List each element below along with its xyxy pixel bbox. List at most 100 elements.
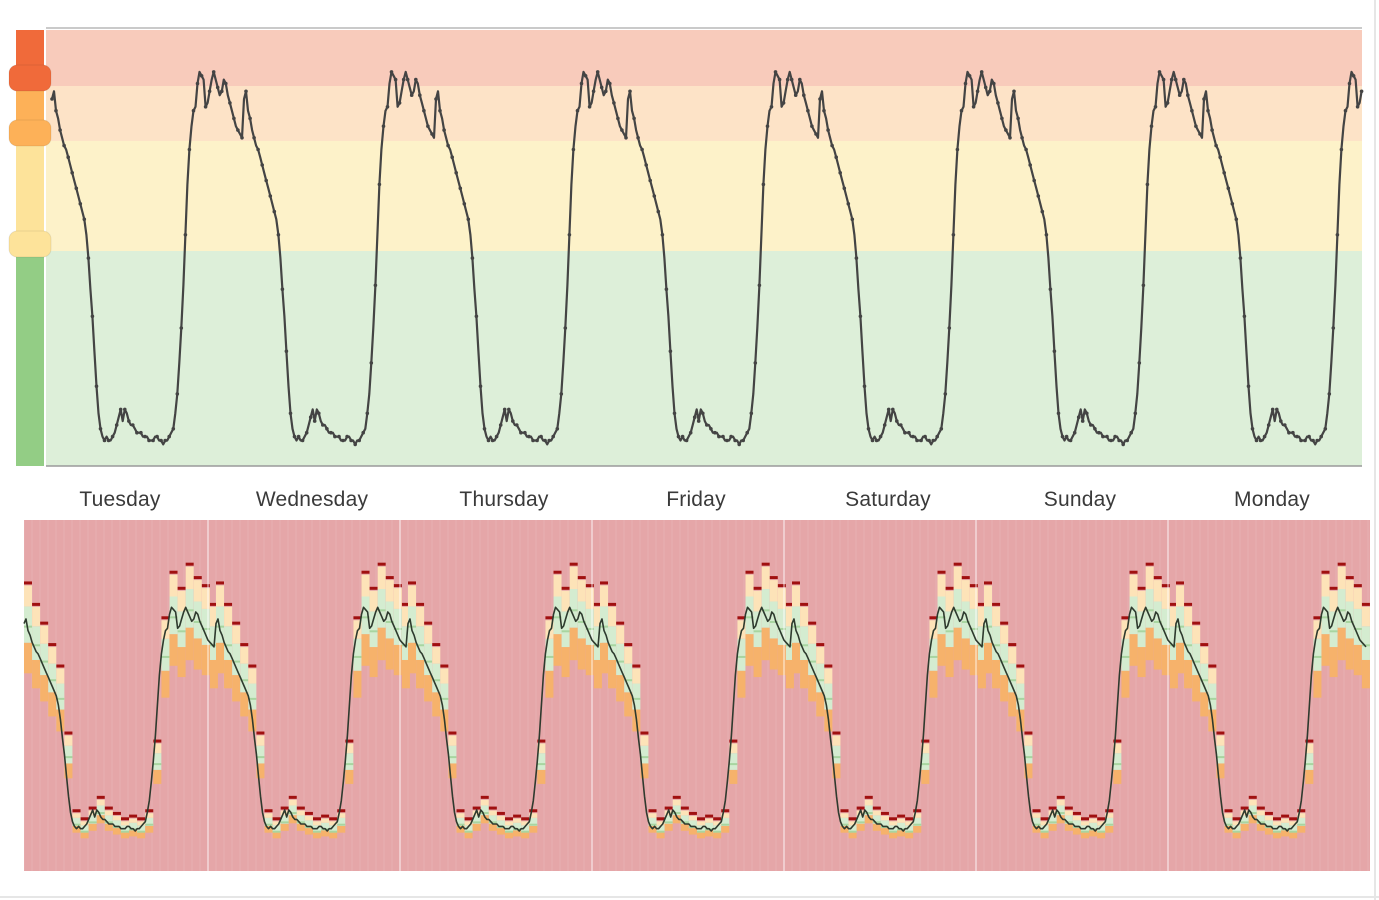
- band-high: [537, 743, 546, 754]
- load-point: [1198, 132, 1202, 136]
- band-max-marker: [1305, 739, 1314, 743]
- band-median: [761, 609, 770, 612]
- load-point: [308, 415, 313, 420]
- band-low: [137, 832, 146, 839]
- band-low: [24, 642, 32, 674]
- band-max-marker: [929, 616, 938, 620]
- band-max-marker: [353, 616, 362, 620]
- band-max-marker: [777, 584, 786, 588]
- band-median: [648, 823, 657, 826]
- band-median: [1121, 655, 1130, 658]
- band-median: [145, 823, 154, 826]
- band-mid: [777, 608, 786, 645]
- band-high: [264, 813, 273, 818]
- band-max-marker: [137, 817, 146, 821]
- band-high: [761, 566, 770, 590]
- band-low: [369, 647, 378, 678]
- load-point: [519, 430, 523, 435]
- load-point: [688, 430, 693, 435]
- band-max-marker: [616, 621, 625, 625]
- band-median: [1040, 830, 1049, 833]
- load-point: [814, 132, 818, 136]
- band-mid: [656, 825, 665, 833]
- band-high: [1216, 735, 1225, 746]
- band-median: [664, 821, 673, 824]
- load-point: [587, 105, 592, 109]
- load-point: [268, 194, 273, 198]
- band-low: [1056, 815, 1065, 824]
- band-median: [945, 630, 954, 633]
- band-low: [921, 769, 930, 784]
- threshold-band-high: [46, 86, 1362, 141]
- band-mid: [96, 805, 105, 816]
- load-point: [462, 202, 467, 206]
- band-max-marker: [496, 811, 505, 815]
- load-point: [312, 419, 317, 423]
- band-median: [480, 812, 489, 815]
- load-point: [866, 427, 871, 431]
- load-point: [1117, 438, 1121, 443]
- load-point: [361, 430, 366, 435]
- load-point: [713, 430, 717, 435]
- band-median: [721, 823, 730, 826]
- band-high: [40, 625, 49, 644]
- band-max-marker: [385, 576, 394, 580]
- band-low: [153, 769, 162, 784]
- band-median: [264, 823, 273, 826]
- band-max-marker: [577, 576, 586, 580]
- band-high: [1145, 566, 1154, 590]
- band-high: [1097, 821, 1106, 826]
- band-high: [153, 743, 162, 754]
- slider-handle-elevated[interactable]: [8, 230, 52, 258]
- band-mid: [664, 815, 673, 824]
- band-mid: [1000, 643, 1009, 676]
- load-point: [781, 101, 786, 105]
- load-point: [78, 202, 83, 206]
- band-mid: [1200, 663, 1209, 693]
- band-low: [121, 832, 130, 839]
- band-max-marker: [1184, 602, 1193, 606]
- band-median: [1208, 697, 1217, 700]
- threshold-slider[interactable]: [8, 30, 52, 466]
- load-point: [1076, 415, 1081, 420]
- band-low: [1008, 692, 1017, 717]
- band-high: [824, 668, 833, 684]
- load-point: [248, 116, 252, 121]
- band-median: [448, 756, 457, 759]
- load-point: [616, 116, 620, 121]
- load-point: [300, 438, 305, 443]
- band-mid: [1289, 825, 1298, 833]
- band-max-marker: [1176, 581, 1184, 585]
- band-mid: [137, 825, 146, 833]
- band-median: [488, 821, 497, 824]
- load-point: [1068, 438, 1073, 443]
- band-high: [672, 799, 681, 806]
- band-high: [1064, 810, 1073, 816]
- band-median: [1224, 823, 1233, 826]
- load-point: [826, 128, 830, 132]
- band-low: [929, 670, 938, 698]
- band-max-marker: [1161, 584, 1170, 588]
- slider-handle-critical[interactable]: [8, 64, 52, 92]
- band-mid: [1353, 608, 1362, 645]
- band-mid: [872, 815, 881, 824]
- slider-handle-high[interactable]: [8, 119, 52, 147]
- band-median: [440, 697, 449, 700]
- band-median: [361, 616, 370, 619]
- band-median: [88, 821, 97, 824]
- band-high: [1353, 588, 1362, 609]
- load-point: [935, 434, 939, 439]
- band-mid: [816, 663, 825, 693]
- load-point: [680, 434, 685, 439]
- band-max-marker: [201, 584, 210, 588]
- band-max-marker: [329, 817, 338, 821]
- band-mid: [448, 745, 457, 764]
- load-point: [171, 427, 176, 431]
- load-point: [1000, 116, 1004, 121]
- band-high: [1361, 606, 1370, 627]
- band-mid: [537, 753, 546, 770]
- band-median: [824, 697, 833, 700]
- band-high: [1264, 815, 1273, 821]
- band-low: [464, 832, 473, 839]
- load-point: [785, 77, 790, 82]
